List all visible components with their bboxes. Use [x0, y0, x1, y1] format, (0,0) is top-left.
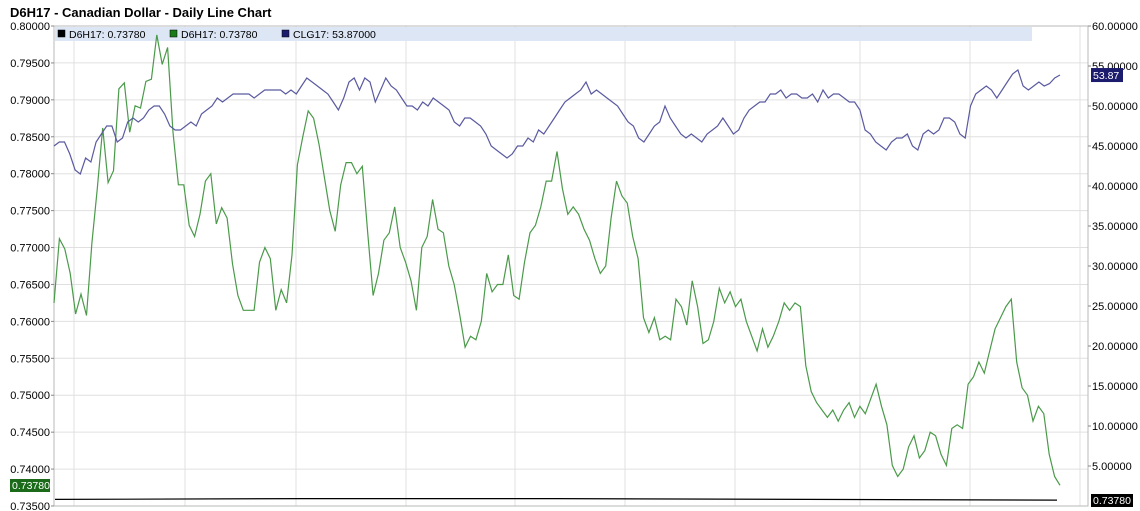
- legend-entry: D6H17: 0.73780: [181, 29, 258, 41]
- left-tick-label: 0.74000: [10, 464, 50, 476]
- left-last-value-text: 0.73780: [12, 480, 50, 492]
- left-tick-label: 0.77500: [10, 206, 50, 218]
- legend-swatch: [281, 29, 290, 38]
- left-last-value-badge: [10, 479, 50, 492]
- right-tick-label: 35.00000: [1092, 221, 1138, 233]
- left-tick-label: 0.78500: [10, 132, 50, 144]
- series-line-clg17: [53, 69, 1061, 175]
- right-tick-label: 60.00000: [1092, 21, 1138, 33]
- right-tick-label: 40.00000: [1092, 181, 1138, 193]
- legend-entry: D6H17: 0.73780: [69, 29, 146, 41]
- left-tick-label: 0.74500: [10, 427, 50, 439]
- series-line-d6h17-green: [53, 34, 1061, 486]
- left-tick-label: 0.76500: [10, 279, 50, 291]
- legend-entry: CLG17: 53.87000: [293, 29, 376, 41]
- badges-layer: 0.73780 53.87 0.73780: [10, 68, 1133, 507]
- left-tick-label: 0.75500: [10, 353, 50, 365]
- left-tick-label: 0.79000: [10, 95, 50, 107]
- left-tick-label: 0.77000: [10, 243, 50, 255]
- crude-last-value-text: 53.87: [1093, 70, 1119, 82]
- right-tick-label: 45.00000: [1092, 141, 1138, 153]
- right-tick-label: 50.00000: [1092, 101, 1138, 113]
- price-last-value-text: 0.73780: [1093, 495, 1131, 507]
- left-tick-label: 0.79500: [10, 58, 50, 70]
- legend-bar: D6H17: 0.73780 D6H17: 0.73780 CLG17: 53.87…: [55, 27, 1032, 41]
- left-tick-label: 0.73500: [10, 501, 50, 511]
- left-tick-label: 0.75000: [10, 390, 50, 402]
- right-tick-label: 15.00000: [1092, 381, 1138, 393]
- right-axis: 5.00000 10.00000 15.00000 20.00000 25.00000 3…: [1088, 21, 1138, 473]
- legend-swatch: [169, 29, 178, 38]
- right-tick-label: 25.00000: [1092, 301, 1138, 313]
- chart-title: D6H17 - Canadian Dollar - Daily Line Cha…: [10, 5, 272, 20]
- right-tick-label: 5.00000: [1092, 461, 1132, 473]
- left-tick-label: 0.80000: [10, 21, 50, 33]
- series-line-d6h17-black: [54, 498, 1058, 501]
- left-tick-label: 0.76000: [10, 316, 50, 328]
- legend-swatch: [57, 29, 66, 38]
- crude-last-value-badge: [1091, 68, 1123, 83]
- left-tick-label: 0.78000: [10, 169, 50, 181]
- left-axis: 0.73500 0.74000 0.74500 0.75000 0.75500 0.760…: [10, 21, 54, 511]
- series-layer: [53, 34, 1061, 501]
- right-tick-label: 20.00000: [1092, 341, 1138, 353]
- right-tick-label: 10.00000: [1092, 421, 1138, 433]
- price-last-value-badge: [1091, 494, 1133, 507]
- legend-background: [55, 27, 1032, 41]
- right-tick-label: 30.00000: [1092, 261, 1138, 273]
